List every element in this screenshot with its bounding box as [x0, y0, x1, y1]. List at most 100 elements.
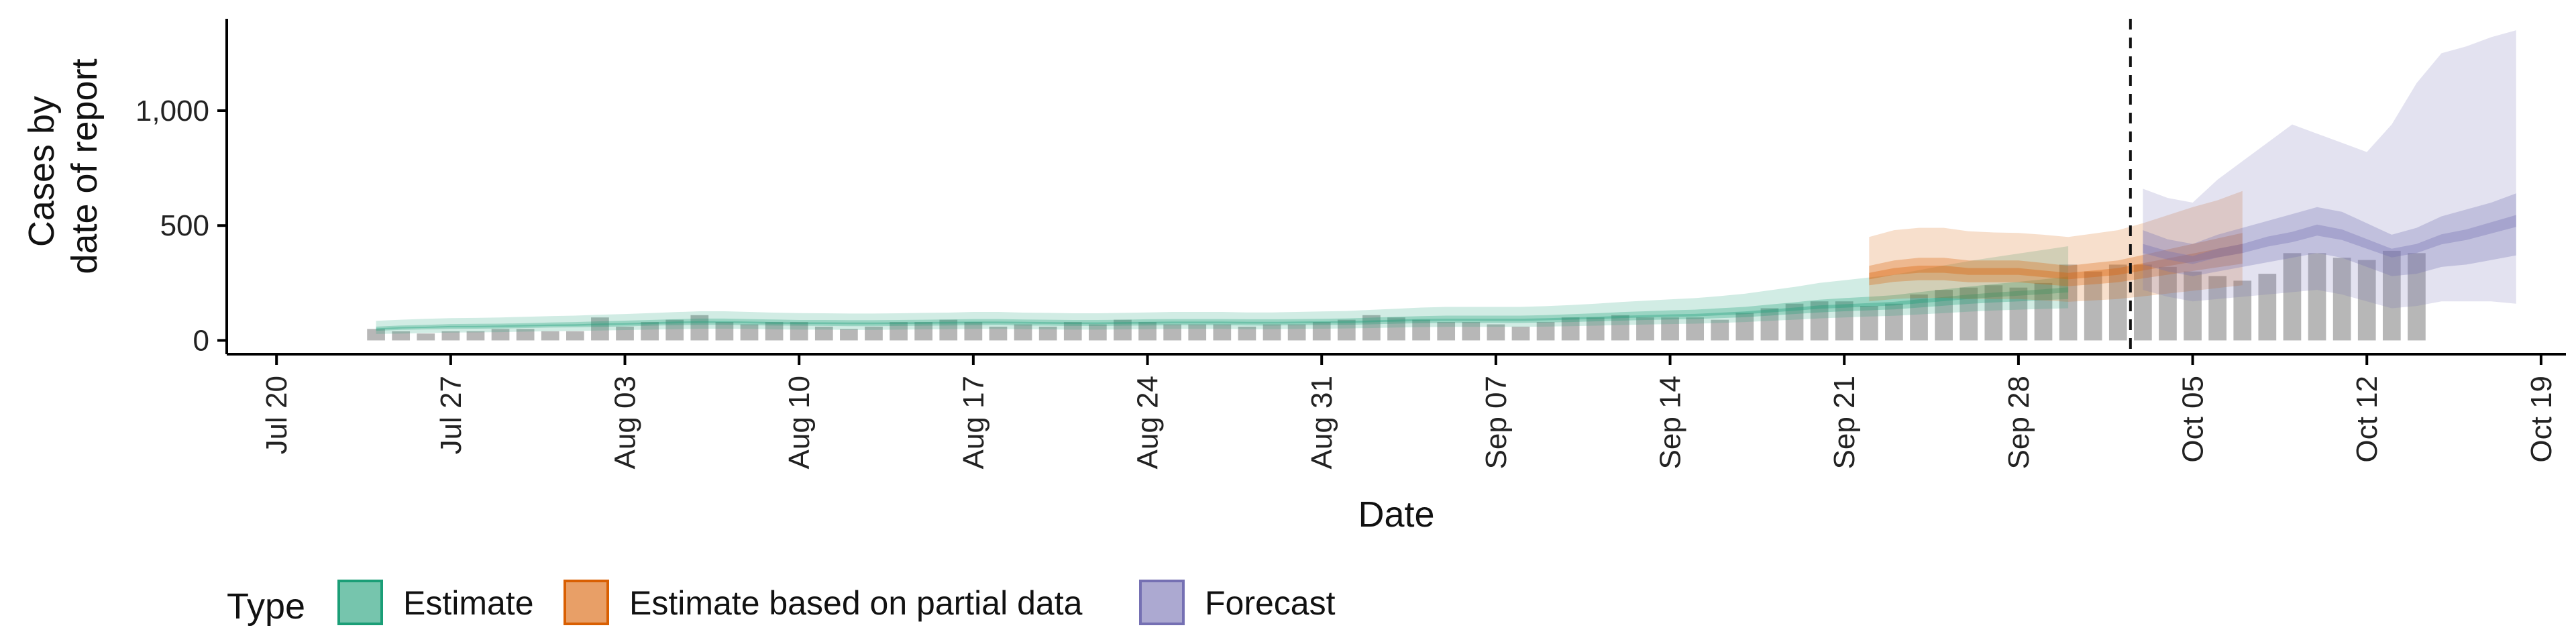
reported-case-bar — [964, 322, 983, 341]
reported-case-bar — [939, 319, 958, 341]
reported-case-bar — [491, 329, 510, 341]
reported-case-bar — [790, 322, 808, 341]
reported-case-bar — [1586, 317, 1605, 341]
reported-case-bar — [989, 326, 1008, 341]
reported-case-bar — [541, 331, 559, 341]
reported-case-bar — [665, 319, 684, 341]
reported-case-bar — [1686, 317, 1705, 341]
x-tick-label: Aug 17 — [957, 376, 990, 469]
reported-case-bar — [2059, 264, 2078, 341]
estimate-bands — [376, 30, 2516, 334]
reported-case-bar — [1312, 322, 1331, 341]
y-axis-title-line-2: date of report — [64, 58, 105, 274]
y-tick-label: 1,000 — [136, 95, 209, 127]
reported-case-bar — [1711, 319, 1729, 341]
reported-case-bar — [2408, 253, 2426, 341]
reported-case-bar — [2258, 274, 2277, 341]
x-tick-label: Aug 10 — [783, 376, 816, 469]
reported-case-bar — [2134, 264, 2152, 341]
reported-case-bar — [2308, 253, 2326, 341]
reported-case-bar — [1263, 324, 1281, 341]
reported-case-bar — [690, 315, 709, 341]
y-tick-label: 500 — [160, 209, 209, 242]
forecast-band-90 — [2143, 30, 2516, 309]
x-tick-label: Oct 19 — [2525, 376, 2558, 463]
x-tick-label: Oct 12 — [2351, 376, 2383, 463]
reported-case-bar — [1138, 322, 1157, 341]
forecast-band-50 — [2143, 193, 2516, 276]
reported-case-bar — [740, 324, 759, 341]
axes — [225, 19, 2566, 356]
reported-case-bar — [1611, 315, 1629, 341]
reported-case-bar — [865, 326, 883, 341]
x-axis-ticks: Jul 20 Jul 27 Aug 03 Aug 10 Aug 17 Aug 24 Aug … — [260, 354, 2558, 469]
reported-case-bar — [840, 329, 858, 341]
x-tick-label: Aug 03 — [609, 376, 642, 469]
reported-case-bar — [367, 329, 385, 341]
reported-case-bar — [516, 329, 535, 341]
y-axis-title-line-1: Cases by — [21, 96, 62, 247]
legend-key-forecast — [1139, 580, 1185, 625]
reported-case-bar — [2084, 271, 2102, 341]
reported-case-bar — [914, 322, 933, 341]
x-tick-label: Sep 07 — [1480, 376, 1513, 469]
reported-case-bar — [1038, 326, 1057, 341]
reported-case-bar — [566, 331, 584, 341]
reported-case-bar — [1437, 322, 1456, 341]
reported-case-bar — [1412, 319, 1430, 341]
reported-case-bar — [2382, 250, 2401, 341]
estimate-band-90 — [376, 246, 2069, 334]
reported-case-bar — [715, 322, 734, 341]
reported-case-bar — [591, 317, 609, 341]
x-tick-label: Sep 21 — [1828, 376, 1861, 469]
reported-case-bar — [1885, 303, 1903, 341]
reported-case-bar — [1511, 326, 1530, 341]
reported-case-bar — [1014, 324, 1032, 341]
reported-case-bar — [1960, 287, 1978, 341]
reported-case-bar — [1561, 317, 1580, 341]
estimate-median-band — [376, 287, 2069, 330]
reported-case-bar — [2233, 280, 2252, 341]
reported-case-bar — [1785, 303, 1804, 341]
reported-case-bar — [2332, 258, 2351, 341]
reported-case-bar — [2034, 282, 2053, 341]
reported-case-bar — [1536, 322, 1555, 341]
reported-case-bar — [1462, 322, 1481, 341]
legend-title: Type — [227, 586, 305, 627]
x-axis-title: Date — [1358, 494, 1434, 535]
partial-estimate-band-90 — [1869, 191, 2243, 302]
reported-case-bar — [2108, 264, 2127, 341]
reported-case-bar — [1337, 319, 1356, 341]
reported-case-bar — [1163, 324, 1181, 341]
legend-label-partial-estimate: Estimate based on partial data — [629, 584, 1083, 622]
reported-case-bar — [2009, 287, 2028, 341]
x-tick-label: Sep 14 — [1654, 376, 1687, 469]
reported-case-bar — [1984, 285, 2003, 341]
reported-case-bar — [1213, 324, 1232, 341]
partial-estimate-band-50 — [1869, 233, 2243, 286]
reported-case-bar — [392, 331, 411, 341]
reported-case-bar — [1735, 313, 1754, 341]
reported-case-bar — [441, 331, 460, 341]
legend-label-forecast: Forecast — [1205, 584, 1336, 622]
x-tick-label: Aug 31 — [1305, 376, 1338, 469]
reported-case-bar — [1238, 326, 1256, 341]
reported-case-bar — [1810, 301, 1829, 341]
y-axis-ticks: 0 500 1,000 — [136, 95, 227, 357]
x-tick-label: Jul 27 — [435, 376, 468, 454]
forecast-median-band — [2143, 215, 2516, 264]
reported-case-bar — [1860, 306, 1878, 341]
reported-case-bar — [2208, 276, 2227, 341]
reported-case-bar — [1487, 324, 1505, 341]
reported-case-bar — [1063, 322, 1082, 341]
reported-case-bar — [814, 326, 833, 341]
reported-cases-bars — [367, 250, 2426, 341]
reported-case-bar — [1287, 324, 1306, 341]
legend: Type Estimate Estimate based on partial d… — [227, 580, 1336, 627]
legend-label-estimate: Estimate — [403, 584, 534, 622]
legend-key-estimate — [337, 580, 383, 625]
reported-case-bar — [2357, 260, 2376, 341]
reported-case-bar — [1114, 319, 1132, 341]
x-tick-label: Oct 05 — [2177, 376, 2210, 463]
